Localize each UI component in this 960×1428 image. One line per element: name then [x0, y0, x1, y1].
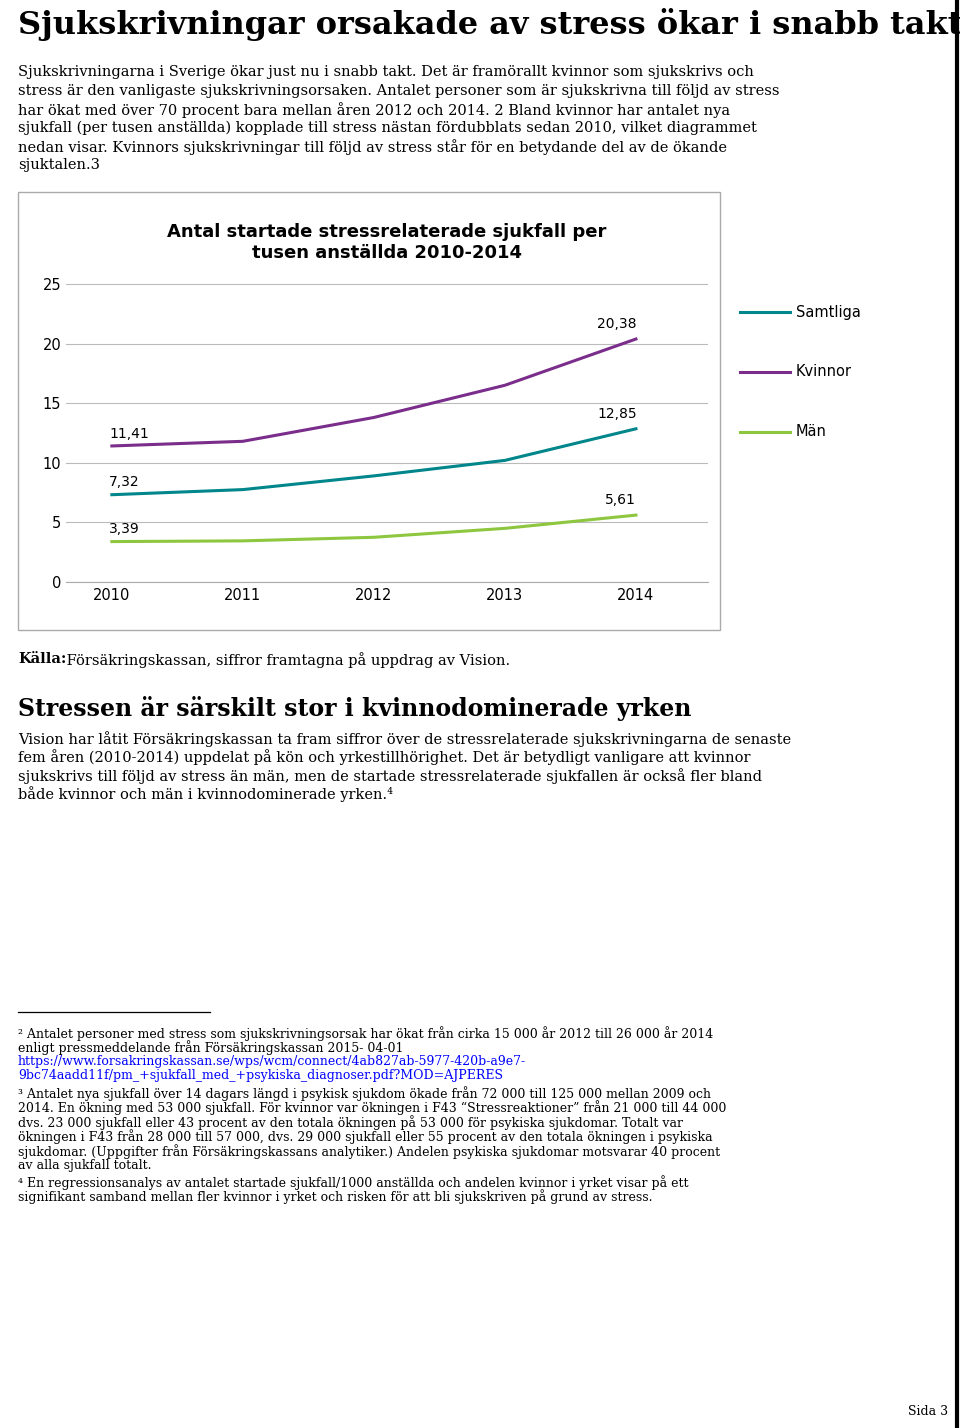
Text: Kvinnor: Kvinnor	[796, 364, 852, 380]
Text: stress är den vanligaste sjukskrivningsorsaken. Antalet personer som är sjukskri: stress är den vanligaste sjukskrivningso…	[18, 83, 780, 97]
Text: fem åren (2010-2014) uppdelat på kön och yrkestillhörighet. Det är betydligt van: fem åren (2010-2014) uppdelat på kön och…	[18, 750, 751, 765]
Text: sjuktalen.3: sjuktalen.3	[18, 157, 100, 171]
Text: Vision har låtit Försäkringskassan ta fram siffror över de stressrelaterade sjuk: Vision har låtit Försäkringskassan ta fr…	[18, 731, 791, 747]
Text: nedan visar. Kvinnors sjukskrivningar till följd av stress står för en betydande: nedan visar. Kvinnors sjukskrivningar ti…	[18, 139, 727, 154]
Text: Stressen är särskilt stor i kvinnodominerade yrken: Stressen är särskilt stor i kvinnodomine…	[18, 695, 691, 721]
Text: https://www.forsakringskassan.se/wps/wcm/connect/4ab827ab-5977-420b-a9e7-: https://www.forsakringskassan.se/wps/wcm…	[18, 1055, 526, 1068]
Text: Källa:: Källa:	[18, 653, 66, 665]
Text: både kvinnor och män i kvinnodominerade yrken.⁴: både kvinnor och män i kvinnodominerade …	[18, 787, 393, 803]
Text: sjukfall (per tusen anställda) kopplade till stress nästan fördubblats sedan 201: sjukfall (per tusen anställda) kopplade …	[18, 120, 756, 134]
Text: har ökat med över 70 procent bara mellan åren 2012 och 2014. 2 Bland kvinnor har: har ökat med över 70 procent bara mellan…	[18, 101, 731, 119]
Text: 7,32: 7,32	[109, 476, 140, 490]
Text: sjukdomar. (Uppgifter från Försäkringskassans analytiker.) Andelen psykiska sjuk: sjukdomar. (Uppgifter från Försäkringska…	[18, 1144, 720, 1160]
Text: ³ Antalet nya sjukfall över 14 dagars längd i psykisk sjukdom ökade från 72 000 : ³ Antalet nya sjukfall över 14 dagars lä…	[18, 1087, 711, 1101]
Text: ² Antalet personer med stress som sjukskrivningsorsak har ökat från cirka 15 000: ² Antalet personer med stress som sjuksk…	[18, 1025, 713, 1041]
Text: ökningen i F43 från 28 000 till 57 000, dvs. 29 000 sjukfall eller 55 procent av: ökningen i F43 från 28 000 till 57 000, …	[18, 1130, 712, 1144]
Text: 5,61: 5,61	[606, 493, 636, 507]
Text: Försäkringskassan, siffror framtagna på uppdrag av Vision.: Försäkringskassan, siffror framtagna på …	[62, 653, 510, 668]
Text: sjukskrivs till följd av stress än män, men de startade stressrelaterade sjukfal: sjukskrivs till följd av stress än män, …	[18, 768, 762, 784]
Text: ⁴ En regressionsanalys av antalet startade sjukfall/1000 anställda och andelen k: ⁴ En regressionsanalys av antalet starta…	[18, 1175, 688, 1190]
Text: Män: Män	[796, 424, 827, 440]
Text: 2014. En ökning med 53 000 sjukfall. För kvinnor var ökningen i F43 “Stressreakt: 2014. En ökning med 53 000 sjukfall. För…	[18, 1101, 727, 1115]
Text: signifikant samband mellan fler kvinnor i yrket och risken för att bli sjukskriv: signifikant samband mellan fler kvinnor …	[18, 1190, 653, 1204]
Text: enligt pressmeddelande från Försäkringskassan 2015- 04-01: enligt pressmeddelande från Försäkringsk…	[18, 1041, 403, 1055]
Text: Sjukskrivningar orsakade av stress ökar i snabb takt: Sjukskrivningar orsakade av stress ökar …	[18, 9, 960, 41]
Text: 12,85: 12,85	[597, 407, 636, 421]
Text: dvs. 23 000 sjukfall eller 43 procent av den totala ökningen på 53 000 för psyki: dvs. 23 000 sjukfall eller 43 procent av…	[18, 1115, 683, 1130]
Text: Sjukskrivningarna i Sverige ökar just nu i snabb takt. Det är framörallt kvinnor: Sjukskrivningarna i Sverige ökar just nu…	[18, 66, 754, 79]
FancyBboxPatch shape	[18, 191, 720, 630]
Text: 3,39: 3,39	[109, 523, 140, 537]
Text: 20,38: 20,38	[597, 317, 636, 331]
Text: av alla sjukfall totalt.: av alla sjukfall totalt.	[18, 1158, 152, 1171]
Title: Antal startade stressrelaterade sjukfall per
tusen anställda 2010-2014: Antal startade stressrelaterade sjukfall…	[167, 223, 607, 263]
Text: 11,41: 11,41	[109, 427, 149, 441]
Text: Samtliga: Samtliga	[796, 304, 861, 320]
Text: 9bc74aadd11f/pm_+sjukfall_med_+psykiska_diagnoser.pdf?MOD=AJPERES: 9bc74aadd11f/pm_+sjukfall_med_+psykiska_…	[18, 1070, 503, 1082]
Text: Sida 3: Sida 3	[908, 1405, 948, 1418]
